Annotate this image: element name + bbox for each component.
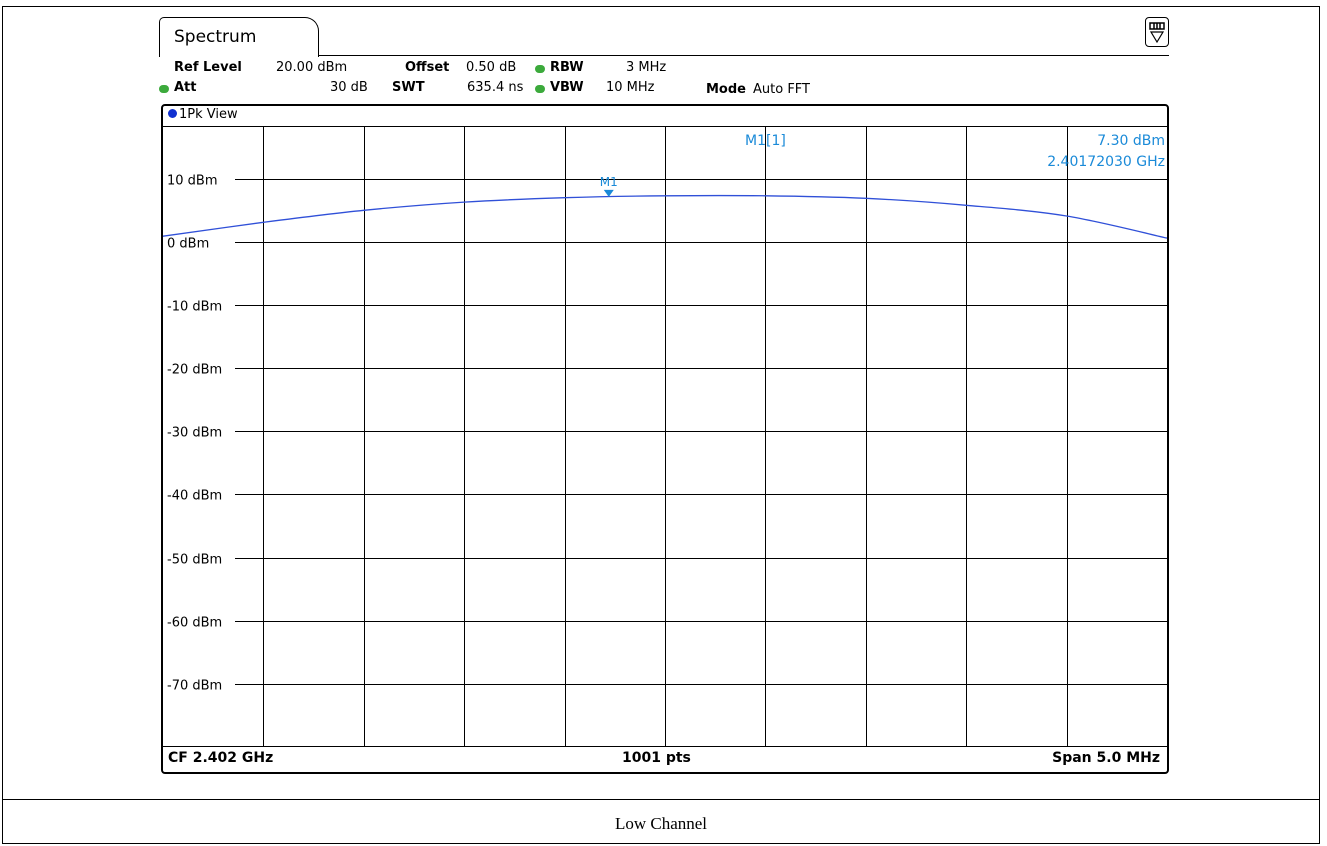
trace-line [163,194,1167,239]
y-tick-label-3: -20 dBm [167,363,222,378]
vbw-indicator-dot [535,85,545,93]
sweep-points: 1001 pts [622,750,691,766]
marker-m1-label: M1 [600,175,618,189]
y-tick-labels: 10 dBm 0 dBm -10 dBm -20 dBm -30 dBm -40 dBm -… [167,174,222,694]
y-tick-label-1: 0 dBm [167,237,209,252]
trace-series-1 [163,194,1167,239]
y-tick-label-4: -30 dBm [167,426,222,441]
vbw-value: 10 MHz [606,80,655,95]
marker-m1-triangle [603,189,614,197]
att-value: 30 dB [330,80,368,95]
y-tick-label-6: -50 dBm [167,553,222,568]
span-value: Span 5.0 MHz [1052,750,1160,766]
rbw-value: 3 MHz [626,60,667,75]
rbw-label: RBW [550,60,584,75]
marker-info-level: 7.30 dBm [1097,133,1165,149]
softkey-menu-icon [1149,22,1165,44]
figure-caption: Low Channel [614,814,708,833]
ref-level-label: Ref Level [174,60,242,75]
ref-level-value: 20.00 dBm [276,60,348,75]
att-label: Att [174,80,197,95]
tab-spectrum-label: Spectrum [174,27,257,47]
spectrum-plot: 10 dBm 0 dBm -10 dBm -20 dBm -30 dBm -40 dBm -… [163,127,1167,747]
report-frame [2,6,1320,844]
rbw-indicator-dot [535,65,545,73]
tab-spectrum[interactable]: Spectrum [159,17,319,57]
marker-info-name: M1[1] [745,133,786,149]
marker-group: M1 [600,175,618,197]
mode-value: Auto FFT [753,82,810,97]
plot-top-border [163,126,1167,127]
att-indicator-dot [159,85,169,93]
y-tick-label-8: -70 dBm [167,679,222,694]
marker-info-frequency: 2.40172030 GHz [1047,154,1165,170]
tab-baseline [318,55,1169,56]
vbw-label: VBW [550,80,584,95]
swt-label: SWT [392,80,425,95]
y-tick-label-5: -40 dBm [167,489,222,504]
trace-color-dot [168,109,177,118]
y-tick-label-0: 10 dBm [167,174,218,189]
swt-value: 635.4 ns [467,80,524,95]
trace-view-label: 1Pk View [168,107,238,122]
y-tick-label-7: -60 dBm [167,616,222,631]
footer-divider [163,746,1167,747]
caption-divider [2,799,1320,800]
y-tick-label-2: -10 dBm [167,300,222,315]
diagram-frame [161,104,1169,774]
offset-value: 0.50 dB [466,60,517,75]
softkey-menu-button[interactable] [1145,17,1169,47]
center-frequency: CF 2.402 GHz [168,750,274,766]
offset-label: Offset [405,60,450,75]
grid-lines [235,127,1167,747]
mode-label: Mode [706,82,746,97]
